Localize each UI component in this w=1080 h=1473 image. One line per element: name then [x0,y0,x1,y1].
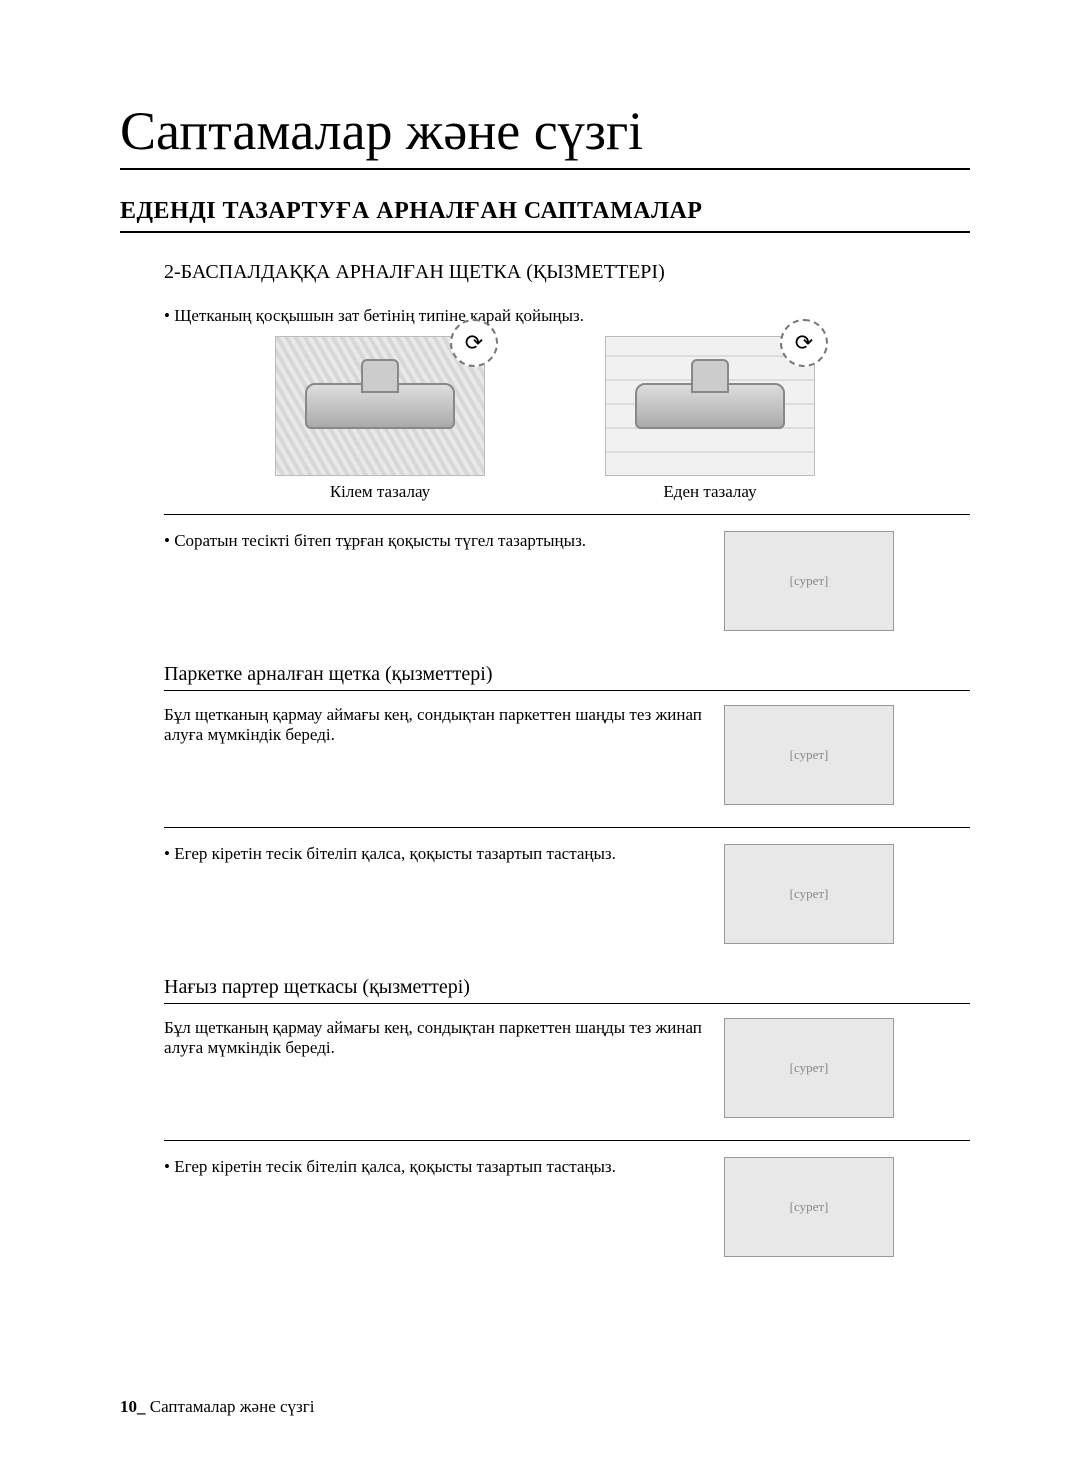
footer-label: Саптамалар және сүзгі [146,1397,315,1416]
page-title: Саптамалар және сүзгі [120,100,970,170]
step-brush-clean-row: • Соратын тесікті бітеп тұрған қоқысты т… [164,531,970,641]
parquet-clean-row: • Егер кіретін тесік бітеліп қалса, қоқы… [164,844,970,954]
real-parter-clean-illustration: [сурет] [724,1157,894,1257]
separator [164,827,970,828]
carpet-figure: ⟳ Кілем тазалау [275,336,485,502]
switch-dial-icon: ⟳ [450,319,498,367]
brush-head-icon [635,383,785,429]
parquet-illustration: [сурет] [724,705,894,805]
parquet-clean-text: • Егер кіретін тесік бітеліп қалса, қоқы… [164,844,704,864]
real-parter-heading: Нағыз партер щеткасы (қызметтері) [164,976,970,1004]
parquet-desc-row: Бұл щетканың қармау аймағы кең, сондықта… [164,705,970,815]
parquet-clean-illustration: [сурет] [724,844,894,944]
separator [164,514,970,515]
step-brush-clean-illustration: [сурет] [724,531,894,631]
real-parter-desc: Бұл щетканың қармау аймағы кең, сондықта… [164,1018,704,1058]
carpet-illustration: ⟳ [275,336,485,476]
floor-figure: ⟳ Еден тазалау [605,336,815,502]
page-number: 10_ [120,1397,146,1416]
parquet-desc: Бұл щетканың қармау аймағы кең, сондықта… [164,705,704,745]
floor-caption: Еден тазалау [605,482,815,502]
floor-illustration: ⟳ [605,336,815,476]
parquet-heading: Паркетке арналған щетка (қызметтері) [164,663,970,691]
section-floor-accessories: ЕДЕНДІ ТАЗАРТУҒА АРНАЛҒАН САПТАМАЛАР [120,198,970,233]
real-parter-desc-row: Бұл щетканың қармау аймағы кең, сондықта… [164,1018,970,1128]
switch-dial-icon: ⟳ [780,319,828,367]
page-footer: 10_ Саптамалар және сүзгі [120,1397,314,1417]
real-parter-clean-text: • Егер кіретін тесік бітеліп қалса, қоқы… [164,1157,704,1177]
carpet-caption: Кілем тазалау [275,482,485,502]
brush-head-icon [305,383,455,429]
step-brush-switch-bullet: • Щетканың қосқышын зат бетінің типіне қ… [164,306,970,326]
step-brush-heading: 2-БАСПАЛДАҚҚА АРНАЛҒАН ЩЕТКА (ҚЫЗМЕТТЕРІ… [164,261,970,284]
real-parter-clean-row: • Егер кіретін тесік бітеліп қалса, қоқы… [164,1157,970,1267]
step-brush-clean-text: • Соратын тесікті бітеп тұрған қоқысты т… [164,531,704,551]
step-brush-figures: ⟳ Кілем тазалау ⟳ Еден тазалау [120,336,970,502]
real-parter-illustration: [сурет] [724,1018,894,1118]
separator [164,1140,970,1141]
